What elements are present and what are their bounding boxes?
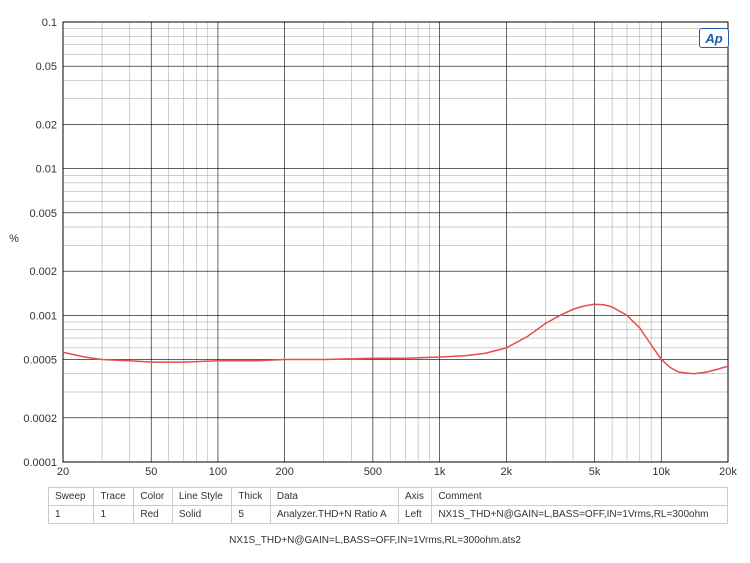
legend-col: Axis [399,488,432,506]
svg-text:0.0005: 0.0005 [23,354,57,366]
legend-col: Trace [94,488,134,506]
thd-chart: 20 50 100 200 500 1k 2k 5k 10k 20k 0.0001 0.0002 0.0… [0,0,750,480]
svg-text:100: 100 [209,466,227,478]
svg-text:0.0002: 0.0002 [23,413,57,425]
legend-cell: Left [399,506,432,524]
svg-text:20: 20 [57,466,69,478]
svg-text:0.05: 0.05 [36,61,57,73]
svg-text:0.01: 0.01 [36,164,57,176]
svg-text:50: 50 [145,466,157,478]
svg-text:0.0001: 0.0001 [23,457,57,469]
svg-text:0.005: 0.005 [29,208,57,220]
ap-logo: Ap [699,28,729,48]
legend-row: 11RedSolid5Analyzer.THD+N Ratio ALeftNX1… [49,506,728,524]
svg-text:%: % [9,233,19,245]
svg-text:500: 500 [364,466,382,478]
svg-text:10k: 10k [652,466,670,478]
svg-text:200: 200 [275,466,293,478]
legend-cell: 1 [94,506,134,524]
legend-col: Data [270,488,398,506]
legend-cell: NX1S_THD+N@GAIN=L,BASS=OFF,IN=1Vrms,RL=3… [432,506,728,524]
legend-cell: Solid [172,506,231,524]
svg-text:2k: 2k [501,466,513,478]
svg-text:20k: 20k [719,466,737,478]
legend-cell: 5 [232,506,271,524]
legend-col: Comment [432,488,728,506]
legend-col: Sweep [49,488,94,506]
svg-text:0.1: 0.1 [42,17,57,29]
footer-filename: NX1S_THD+N@GAIN=L,BASS=OFF,IN=1Vrms,RL=3… [0,535,750,546]
svg-text:0.002: 0.002 [29,266,57,278]
svg-text:0.001: 0.001 [29,310,57,322]
legend-cell: 1 [49,506,94,524]
legend-cell: Analyzer.THD+N Ratio A [270,506,398,524]
series-THD+N [63,304,728,373]
svg-text:0.02: 0.02 [36,120,57,132]
svg-text:5k: 5k [589,466,601,478]
legend-col: Thick [232,488,271,506]
legend-table: SweepTraceColorLine StyleThickDataAxisCo… [48,487,728,524]
legend-col: Color [134,488,173,506]
legend-cell: Red [134,506,173,524]
legend-col: Line Style [172,488,231,506]
svg-text:1k: 1k [434,466,446,478]
